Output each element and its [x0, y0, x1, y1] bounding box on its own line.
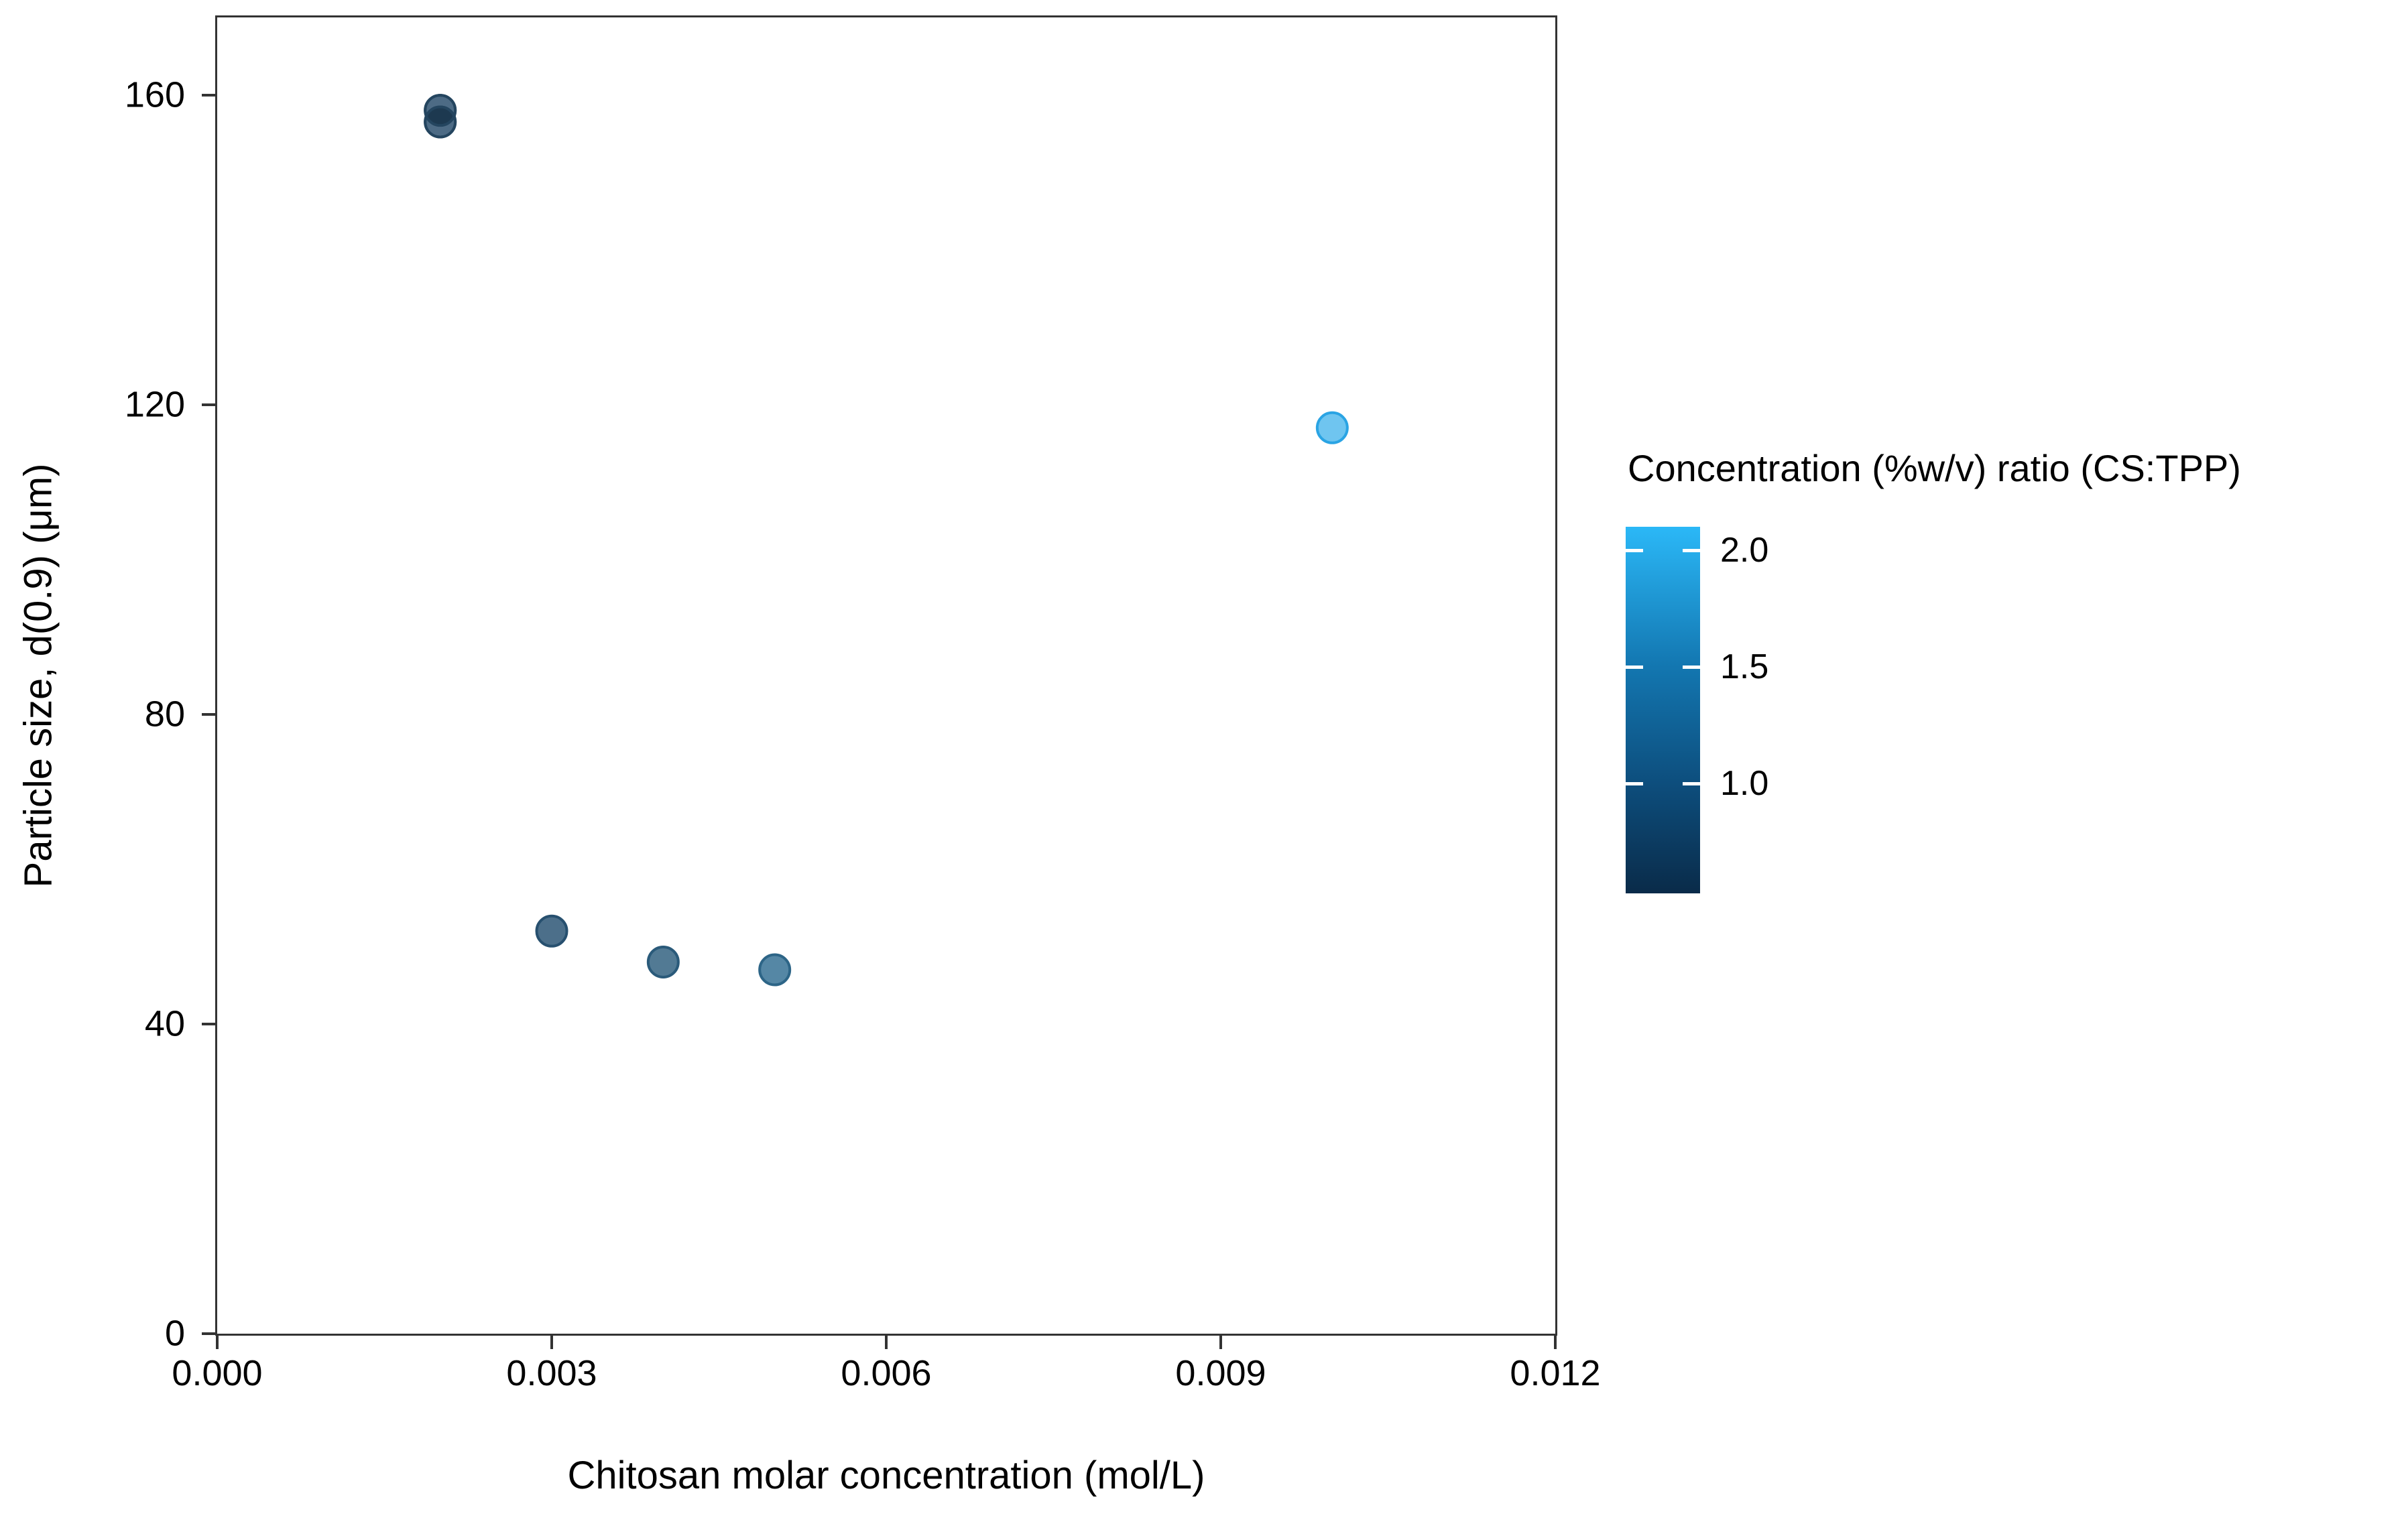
x-tick-label: 0.000	[172, 1353, 263, 1393]
colorbar-tick-mark	[1626, 665, 1643, 670]
x-tick-label: 0.012	[1510, 1353, 1601, 1393]
data-point	[535, 914, 568, 948]
colorbar-tick-label: 1.5	[1720, 647, 1769, 687]
x-tick-label: 0.003	[506, 1353, 597, 1393]
colorbar-tick-mark	[1683, 548, 1700, 552]
y-tick-mark	[202, 403, 215, 406]
y-tick-mark	[202, 712, 215, 716]
colorbar-tick-label: 1.0	[1720, 764, 1769, 804]
y-tick-label: 80	[144, 694, 185, 735]
data-point	[646, 945, 680, 978]
y-tick-label: 160	[124, 74, 185, 115]
colorbar-tick-label: 2.0	[1720, 530, 1769, 570]
y-tick-label: 40	[144, 1003, 185, 1044]
y-tick-mark	[202, 93, 215, 97]
data-point-rim	[424, 105, 457, 139]
data-point-rim	[424, 94, 457, 127]
data-point	[1315, 411, 1349, 444]
x-tick-label: 0.006	[841, 1353, 932, 1393]
colorbar-tick-mark	[1626, 782, 1643, 786]
y-tick-mark	[202, 1022, 215, 1025]
x-tick-mark	[1554, 1336, 1557, 1349]
colorbar-tick-mark	[1626, 548, 1643, 552]
colorbar-tick-mark	[1683, 782, 1700, 786]
x-tick-mark	[1219, 1336, 1222, 1349]
colorbar-legend-title: Concentration (%w/v) ratio (CS:TPP)	[1628, 447, 2241, 489]
y-tick-mark	[202, 1332, 215, 1335]
x-tick-label: 0.009	[1175, 1353, 1266, 1393]
y-axis-title: Particle size, d(0.9) (μm)	[16, 463, 60, 888]
x-axis-title: Chitosan molar concentration (mol/L)	[567, 1454, 1205, 1497]
x-tick-mark	[550, 1336, 553, 1349]
colorbar-gradient	[1626, 527, 1700, 893]
y-tick-label: 120	[124, 383, 185, 424]
plot-panel	[215, 15, 1557, 1336]
y-tick-label: 0	[164, 1313, 185, 1354]
data-point-overlap	[425, 107, 456, 126]
colorbar-tick-mark	[1683, 665, 1700, 670]
x-tick-mark	[885, 1336, 888, 1349]
x-tick-mark	[216, 1336, 219, 1349]
data-point	[758, 953, 792, 987]
